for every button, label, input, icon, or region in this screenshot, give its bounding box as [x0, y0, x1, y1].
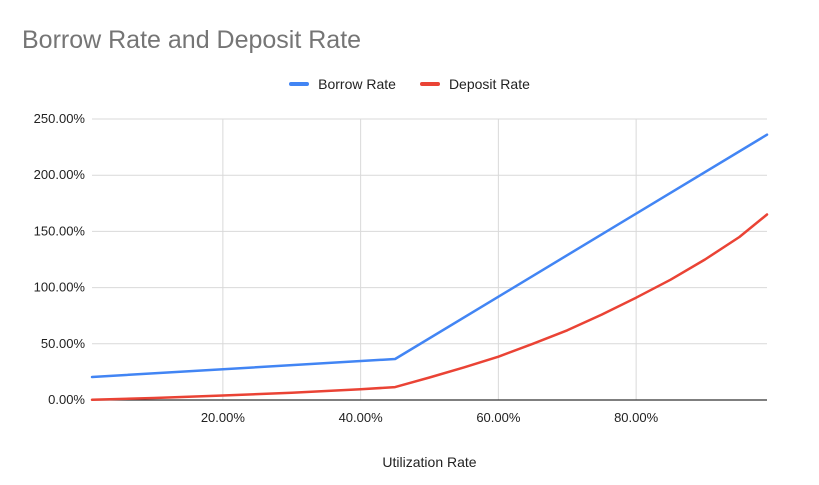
x-tick-label: 80.00%: [614, 410, 659, 425]
y-tick-label: 100.00%: [34, 280, 86, 295]
tick-labels: 0.00% 50.00% 100.00% 150.00% 200.00% 250.00% 2…: [34, 111, 659, 425]
y-tick-label: 250.00%: [34, 111, 86, 126]
legend-item-deposit-rate: Deposit Rate: [419, 76, 530, 92]
chart-legend: Borrow Rate Deposit Rate: [0, 74, 819, 94]
y-tick-label: 150.00%: [34, 223, 86, 238]
y-tick-label: 0.00%: [48, 392, 85, 407]
series-layer: [90, 133, 769, 402]
x-tick-label: 40.00%: [339, 410, 384, 425]
legend-label-deposit-rate: Deposit Rate: [448, 76, 530, 92]
grid-layer: [92, 118, 767, 400]
x-axis-title: Utilization Rate: [382, 454, 476, 470]
y-tick-label: 200.00%: [34, 167, 86, 182]
legend-item-borrow-rate: Borrow Rate: [289, 76, 396, 92]
series-line-deposit-rate: [90, 213, 769, 402]
legend-swatch-borrow-rate: [289, 82, 310, 86]
series-line-borrow-rate: [90, 133, 769, 379]
chart-title: Borrow Rate and Deposit Rate: [22, 26, 362, 54]
x-tick-label: 20.00%: [201, 410, 246, 425]
x-tick-label: 60.00%: [476, 410, 521, 425]
legend-swatch-deposit-rate: [419, 82, 440, 86]
y-tick-label: 50.00%: [41, 336, 86, 351]
legend-label-borrow-rate: Borrow Rate: [318, 76, 396, 92]
